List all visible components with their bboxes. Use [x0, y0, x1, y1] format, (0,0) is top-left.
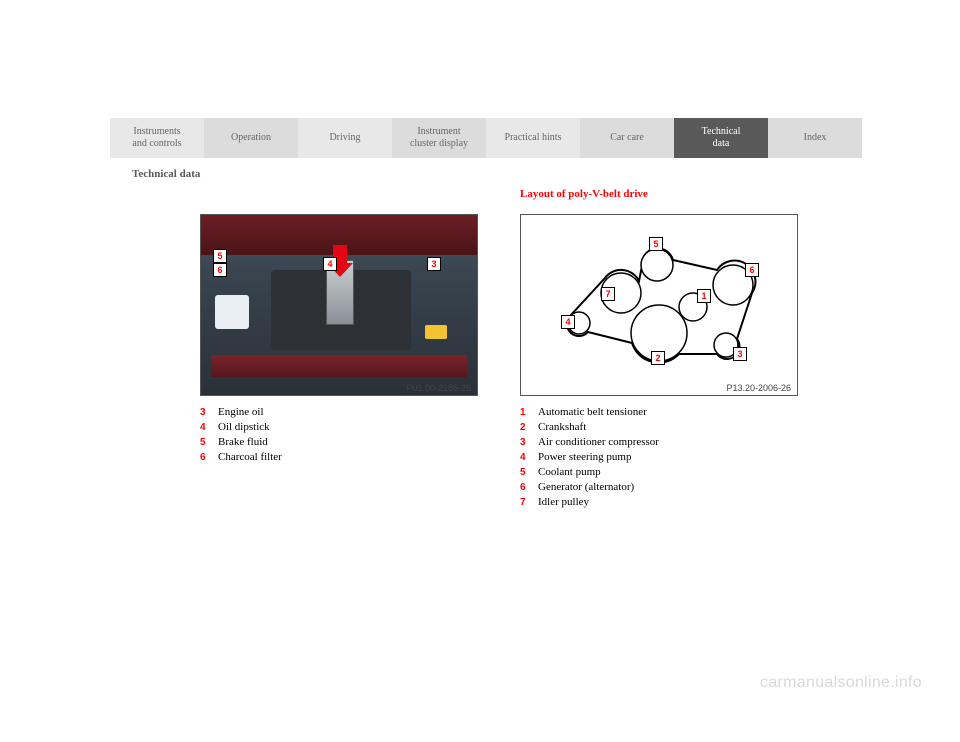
legend-num: 6: [200, 452, 218, 463]
callout-badge: 4: [561, 315, 575, 329]
figure-code: P01.00-2186-26: [406, 383, 471, 393]
callout-badge: 3: [733, 347, 747, 361]
yellow-cap: [425, 325, 447, 339]
legend-num: 5: [520, 467, 538, 478]
belt-legend: 1Automatic belt tensioner2Crankshaft3Air…: [520, 406, 820, 508]
figure-code: P13.20-2006-26: [726, 383, 791, 393]
legend-text: Brake fluid: [218, 436, 500, 448]
legend-num: 3: [200, 407, 218, 418]
nav-tab[interactable]: Instrumentsand controls: [110, 118, 204, 158]
callout-badge: 7: [601, 287, 615, 301]
section-navbar: Instrumentsand controlsOperationDrivingI…: [110, 118, 862, 158]
legend-num: 5: [200, 437, 218, 448]
nav-tab[interactable]: Index: [768, 118, 862, 158]
legend-text: Generator (alternator): [538, 481, 820, 493]
callout-badge: 1: [697, 289, 711, 303]
legend-num: 2: [520, 422, 538, 433]
nav-tab[interactable]: Driving: [298, 118, 392, 158]
legend-row: 5Brake fluid: [200, 436, 500, 448]
callout-badge: 6: [213, 263, 227, 277]
legend-row: 1Automatic belt tensioner: [520, 406, 820, 418]
legend-row: 6Generator (alternator): [520, 481, 820, 493]
callout-badge: 6: [745, 263, 759, 277]
nav-tab[interactable]: Technicaldata: [674, 118, 768, 158]
legend-row: 4Power steering pump: [520, 451, 820, 463]
legend-num: 4: [200, 422, 218, 433]
legend-text: Idler pulley: [538, 496, 820, 508]
legend-text: Engine oil: [218, 406, 500, 418]
legend-num: 1: [520, 407, 538, 418]
nav-tab[interactable]: Instrumentcluster display: [392, 118, 486, 158]
nav-tab[interactable]: Operation: [204, 118, 298, 158]
legend-num: 4: [520, 452, 538, 463]
nav-tab[interactable]: Car care: [580, 118, 674, 158]
legend-text: Automatic belt tensioner: [538, 406, 820, 418]
section-heading: Technical data: [132, 168, 200, 180]
legend-num: 3: [520, 437, 538, 448]
callout-badge: 5: [649, 237, 663, 251]
callout-badge: 3: [427, 257, 441, 271]
legend-row: 4Oil dipstick: [200, 421, 500, 433]
legend-row: 5Coolant pump: [520, 466, 820, 478]
legend-row: 2Crankshaft: [520, 421, 820, 433]
reservoir: [215, 295, 249, 329]
nav-tab[interactable]: Practical hints: [486, 118, 580, 158]
left-column: P01.00-2186-26 5643 3Engine oil4Oil dips…: [200, 188, 500, 466]
engine-legend: 3Engine oil4Oil dipstick5Brake fluid6Cha…: [200, 406, 500, 463]
legend-row: 3Engine oil: [200, 406, 500, 418]
callout-badge: 5: [213, 249, 227, 263]
legend-num: 7: [520, 497, 538, 508]
crossmember: [211, 355, 467, 377]
belt-diagram-figure: P13.20-2006-26 5 6 1 7 4 2 3: [520, 214, 798, 396]
legend-text: Air conditioner compressor: [538, 436, 820, 448]
legend-text: Charcoal filter: [218, 451, 500, 463]
legend-num: 6: [520, 482, 538, 493]
legend-row: 6Charcoal filter: [200, 451, 500, 463]
callout-badge: 2: [651, 351, 665, 365]
callout-badge: 4: [323, 257, 337, 271]
legend-text: Oil dipstick: [218, 421, 500, 433]
legend-row: 3Air conditioner compressor: [520, 436, 820, 448]
left-spacer: [200, 188, 500, 204]
right-column: Layout of poly-V-belt drive P13.20-2006-…: [520, 188, 820, 511]
belt-subheading: Layout of poly-V-belt drive: [520, 188, 820, 204]
legend-text: Coolant pump: [538, 466, 820, 478]
manual-page: Instrumentsand controlsOperationDrivingI…: [0, 0, 960, 742]
pulley: [641, 249, 673, 281]
legend-row: 7Idler pulley: [520, 496, 820, 508]
watermark: carmanualsonline.info: [760, 674, 922, 692]
engine-bay-figure: P01.00-2186-26 56 4 3: [200, 214, 478, 396]
legend-text: Crankshaft: [538, 421, 820, 433]
legend-text: Power steering pump: [538, 451, 820, 463]
